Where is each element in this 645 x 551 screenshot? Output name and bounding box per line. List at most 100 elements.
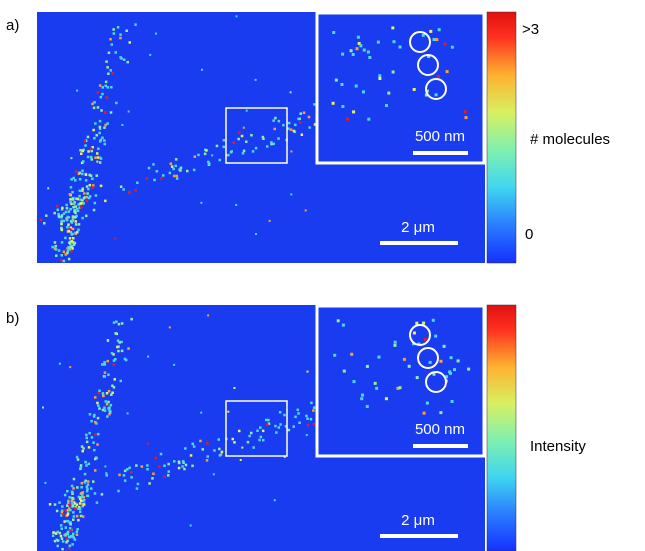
dot xyxy=(365,405,369,408)
dot xyxy=(107,373,110,376)
dot xyxy=(96,443,99,446)
dot xyxy=(55,254,58,257)
dot xyxy=(85,485,89,488)
dot xyxy=(55,538,59,541)
dot xyxy=(104,123,107,127)
dot xyxy=(238,429,241,433)
dot xyxy=(93,101,96,104)
dot xyxy=(80,482,84,485)
dot xyxy=(104,84,107,88)
dot xyxy=(110,43,113,46)
dot xyxy=(300,133,304,136)
dot xyxy=(90,419,93,423)
dot xyxy=(64,253,67,256)
dot xyxy=(82,160,85,163)
dot xyxy=(163,464,166,467)
dot xyxy=(64,508,67,512)
dot xyxy=(85,489,89,493)
dot xyxy=(99,95,103,99)
dot xyxy=(68,544,72,548)
dot xyxy=(76,486,79,489)
dot xyxy=(80,152,83,155)
dot xyxy=(76,197,80,201)
dot xyxy=(72,511,75,514)
dot xyxy=(174,164,177,168)
dot xyxy=(44,481,47,484)
dot xyxy=(65,219,68,222)
dot xyxy=(106,359,109,363)
dot xyxy=(152,163,155,166)
dot xyxy=(119,185,123,188)
dot xyxy=(65,536,68,540)
dot xyxy=(72,202,76,206)
dot xyxy=(111,391,114,394)
dot xyxy=(272,142,275,146)
dot xyxy=(207,314,210,317)
dot xyxy=(87,462,91,466)
dot xyxy=(75,503,79,506)
dot xyxy=(73,216,77,219)
dot xyxy=(94,194,98,197)
dot xyxy=(73,502,77,505)
dot xyxy=(120,322,124,325)
dot xyxy=(111,384,114,387)
dot xyxy=(173,460,176,463)
dot xyxy=(93,201,97,205)
dot xyxy=(73,208,76,212)
dot xyxy=(70,535,73,538)
dot xyxy=(60,227,63,230)
dot xyxy=(78,178,82,181)
dot xyxy=(62,212,66,215)
dot xyxy=(94,396,97,399)
dot xyxy=(77,495,81,499)
dot xyxy=(91,177,94,180)
dot xyxy=(117,349,120,353)
dot xyxy=(69,242,72,245)
dot xyxy=(81,491,85,494)
dot xyxy=(153,178,156,182)
dot xyxy=(98,161,102,164)
panel-label: b) xyxy=(6,310,19,327)
dot xyxy=(123,469,127,473)
highlight-circle xyxy=(425,371,447,393)
dot xyxy=(76,458,80,461)
dot xyxy=(407,364,411,368)
dot xyxy=(290,193,293,196)
dot xyxy=(67,499,70,503)
dot xyxy=(64,210,68,214)
dot xyxy=(69,523,72,526)
dot xyxy=(106,415,109,418)
dot xyxy=(123,479,127,482)
dot xyxy=(64,526,67,529)
dot xyxy=(274,424,277,428)
dot xyxy=(398,45,402,49)
dot xyxy=(192,168,196,172)
dot xyxy=(88,183,92,187)
dot xyxy=(94,122,97,125)
dot xyxy=(68,521,71,524)
dot xyxy=(59,524,63,527)
dot xyxy=(96,106,100,109)
dot xyxy=(76,231,79,234)
dot xyxy=(72,243,76,246)
dot xyxy=(73,201,76,204)
dot xyxy=(92,480,95,483)
dot xyxy=(99,184,103,188)
dot xyxy=(378,77,382,80)
dot xyxy=(313,103,316,106)
dot xyxy=(72,536,75,539)
dot xyxy=(425,401,429,405)
dot xyxy=(278,411,282,414)
dot xyxy=(107,389,111,393)
dot xyxy=(107,72,110,75)
dot xyxy=(245,140,248,143)
dot xyxy=(294,415,297,419)
dot xyxy=(96,416,100,420)
dot xyxy=(71,198,75,201)
dot xyxy=(106,66,109,69)
dot xyxy=(415,376,419,380)
dot xyxy=(99,140,102,143)
dot xyxy=(126,60,129,64)
dot xyxy=(148,482,151,485)
dot xyxy=(116,339,120,342)
